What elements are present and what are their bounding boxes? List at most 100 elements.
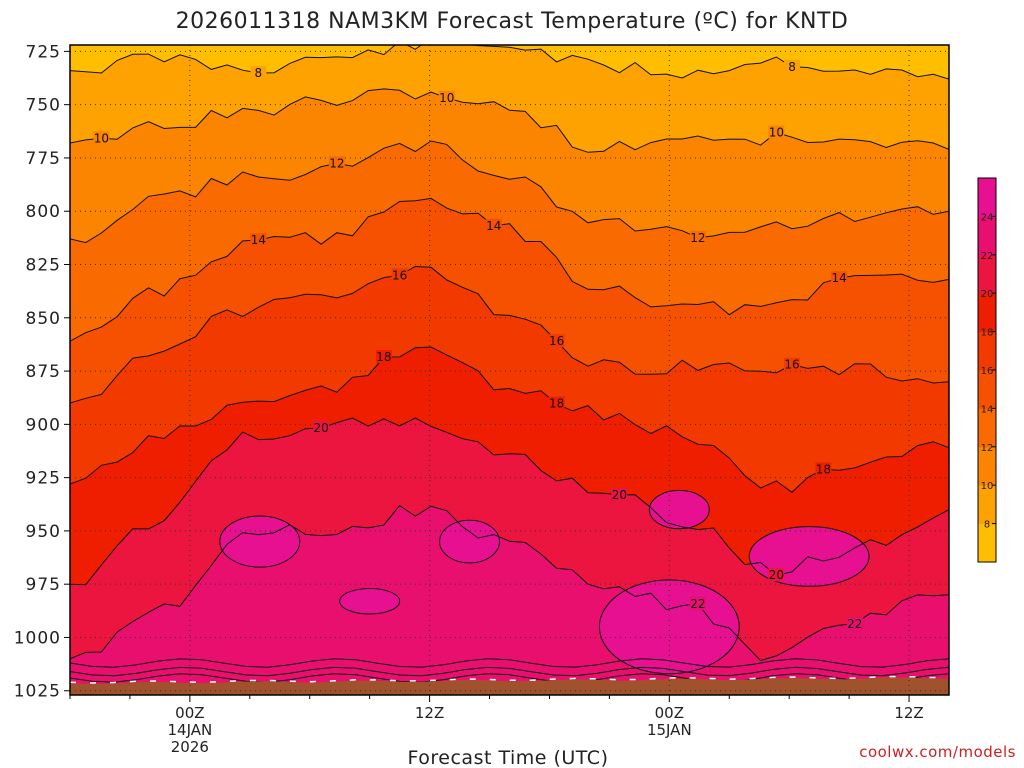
contour-label-bg <box>831 271 848 285</box>
y-tick-label-900: 900 <box>26 415 61 435</box>
ground-fill <box>70 677 949 695</box>
y-axis: 725 750 775 800 825 850 875 900 925 950 975 1000 102… <box>14 42 70 702</box>
warm-pocket-5 <box>339 587 401 615</box>
isotherm-8C <box>70 45 949 80</box>
contour-label-14: 14 <box>831 271 846 285</box>
contour-labels: 8 8 10 10 10 12 12 14 14 14 16 16 16 18 18 18 20 20 20 22 22 <box>93 59 863 631</box>
colorbar-label-16: 16 <box>981 366 994 377</box>
contour-label-bg <box>250 233 267 247</box>
colorbar-swatch-5 <box>978 331 996 371</box>
chart-title: 2026011318 NAM3KM Forecast Temperature (… <box>176 9 849 34</box>
contour-label-bg <box>768 125 785 139</box>
colorbar-swatch-3 <box>978 408 996 448</box>
contour-label-10: 10 <box>769 126 784 140</box>
contour-label-bg <box>93 131 110 145</box>
surface-isotherm-1 <box>70 658 949 668</box>
isotherm-lines <box>70 45 949 683</box>
colorbar-swatch-1 <box>978 485 996 525</box>
contour-label-8: 8 <box>788 60 796 74</box>
colorbar-swatch-4 <box>978 370 996 409</box>
contour-label-bg <box>548 396 565 410</box>
contour-label-22: 22 <box>690 597 705 611</box>
x-tick-label-24h-line1: 00Z <box>655 704 684 722</box>
warm-pocket-4 <box>748 526 870 587</box>
warm-pocket-2 <box>439 519 501 564</box>
contour-label-12: 12 <box>690 231 705 245</box>
contour-label-22: 22 <box>847 617 862 631</box>
isotherm-22C <box>70 504 949 662</box>
x-tick-label-36h-line1: 12Z <box>894 704 923 722</box>
contour-label-bg <box>784 357 801 371</box>
y-tick-label-725: 725 <box>26 42 61 62</box>
contour-label-18: 18 <box>376 350 391 364</box>
contour-label-bg <box>784 59 801 73</box>
contour-label-bg <box>250 66 267 80</box>
x-tick-label-0h-line3: 2026 <box>171 738 209 756</box>
contour-label-bg <box>815 462 832 476</box>
contour-label-bg <box>689 596 706 610</box>
warm-pocket-1 <box>219 515 301 568</box>
x-axis: 00Z14JAN202612Z00Z15JAN12Z00Z16JAN <box>69 695 924 756</box>
y-tick-label-950: 950 <box>26 522 61 542</box>
contour-label-16: 16 <box>392 268 407 282</box>
y-tick-label-750: 750 <box>26 96 61 116</box>
colorbar-swatch-8 <box>978 216 996 256</box>
contour-label-20: 20 <box>612 488 627 502</box>
isotherm-10C <box>70 88 949 153</box>
contour-label-14: 14 <box>486 219 501 233</box>
contour-label-14: 14 <box>251 233 266 247</box>
y-tick-label-975: 975 <box>26 575 61 595</box>
x-axis-label: Forecast Time (UTC) <box>408 747 609 768</box>
y-tick-label-850: 850 <box>26 309 61 329</box>
colorbar-label-14: 14 <box>981 404 994 415</box>
colorbar-label-24: 24 <box>981 212 994 223</box>
contour-label-10: 10 <box>439 91 454 105</box>
contour-label-12: 12 <box>329 156 344 170</box>
warm-pocket-7 <box>1019 574 1024 659</box>
contour-label-bg <box>391 268 408 282</box>
grid-lines <box>70 45 949 695</box>
y-tick-label-875: 875 <box>26 362 61 382</box>
colorbar-label-18: 18 <box>981 328 994 339</box>
isotherm-18C <box>70 346 949 493</box>
warm-pocket-6 <box>598 579 740 675</box>
plot-frame <box>69 44 950 696</box>
contour-label-bg <box>375 350 392 364</box>
y-tick-label-1025: 1025 <box>14 682 61 702</box>
y-tick-label-925: 925 <box>26 469 61 489</box>
contour-label-10: 10 <box>94 131 109 145</box>
y-tick-label-825: 825 <box>26 256 61 276</box>
contour-label-bg <box>313 420 330 434</box>
colorbar-label-8: 8 <box>984 520 990 531</box>
colorbar-swatch-6 <box>978 293 996 333</box>
colorbar-label-12: 12 <box>981 443 994 454</box>
warm-pocket-3 <box>648 489 710 530</box>
isotherm-14C <box>70 197 949 342</box>
surface-isotherm-2 <box>70 666 949 677</box>
contour-label-bg <box>846 616 863 630</box>
y-tick-label-1000: 1000 <box>14 628 61 648</box>
contour-label-bg <box>328 156 345 170</box>
contour-label-bg <box>548 334 565 348</box>
x-tick-label-0h-line1: 00Z <box>175 704 204 722</box>
colorbar-legend: 8 10 12 14 16 18 20 22 24 <box>977 177 997 563</box>
contour-label-20: 20 <box>769 568 784 582</box>
contour-label-bg <box>768 568 785 582</box>
contour-label-18: 18 <box>816 462 831 476</box>
temperature-fill-bands <box>70 45 949 695</box>
contour-label-16: 16 <box>549 334 564 348</box>
colorbar-swatch-9 <box>978 178 996 217</box>
contour-label-bg <box>485 218 502 232</box>
x-tick-label-0h-line2: 14JAN <box>167 721 212 739</box>
x-tick-label-12h-line1: 12Z <box>415 704 444 722</box>
colorbar-swatch-7 <box>978 254 996 294</box>
isotherm-20C <box>70 417 949 586</box>
credit-text: coolwx.com/models <box>859 743 1016 761</box>
colorbar-swatch-0 <box>978 523 996 563</box>
contour-label-16: 16 <box>784 358 799 372</box>
isotherm-16C <box>70 265 949 404</box>
plot-area: 8 8 10 10 10 12 12 14 14 14 16 16 16 18 18 18 20 20 20 22 22 <box>70 45 1024 695</box>
contour-label-20: 20 <box>314 421 329 435</box>
colorbar-label-22: 22 <box>981 251 994 262</box>
